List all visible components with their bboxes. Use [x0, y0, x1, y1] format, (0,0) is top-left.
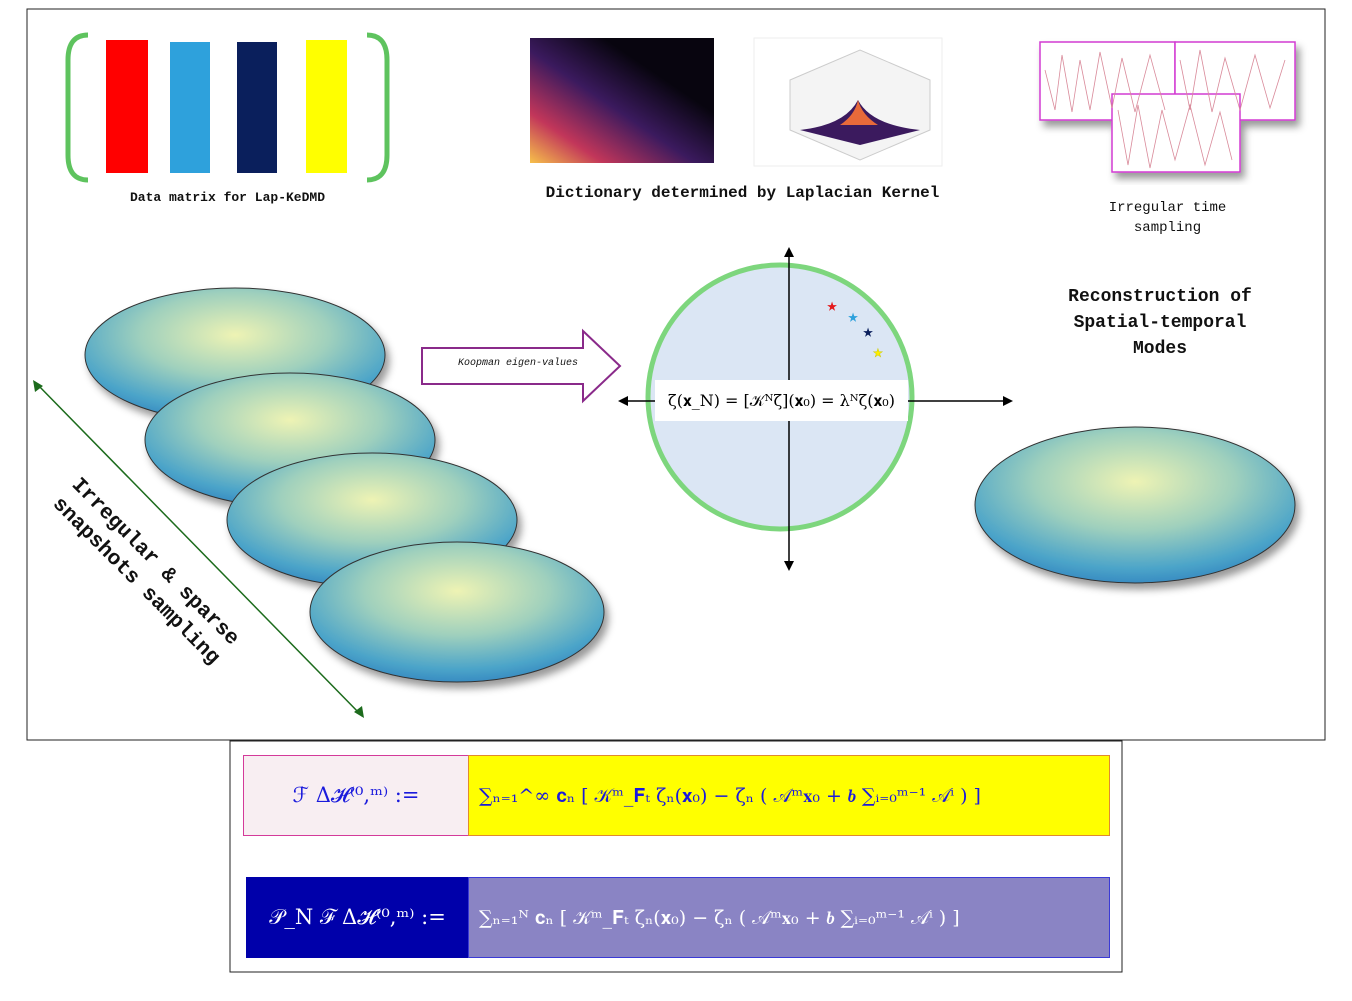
- matrix-column: [237, 42, 277, 173]
- caption: Data matrix for Lap-KeDMD: [129, 190, 326, 205]
- diagonal-arrow: [34, 381, 363, 717]
- koopman-arrow: [421, 328, 622, 404]
- bracket: [65, 32, 89, 183]
- eigen-equation: ζ(𝐱_N) = [𝒦ᴺζ](𝐱₀) = λᴺζ(𝐱₀): [668, 390, 895, 410]
- equation-box: [655, 380, 908, 421]
- formula-lhs: ℱ Δ𝓗⁽⁰,ᵐ⁾ :=: [243, 755, 469, 836]
- eigen-star: ★: [863, 323, 874, 343]
- matrix-column: [106, 40, 148, 173]
- map: [974, 426, 1296, 584]
- heatmap: [530, 38, 714, 163]
- caption: Dictionary determined by Laplacian Kerne…: [545, 184, 940, 202]
- bracket: [366, 32, 390, 183]
- snapshot-maps: [84, 287, 1296, 683]
- sampling-trace: [1044, 49, 1286, 169]
- formula-lhs: 𝒫_N ℱ Δ𝓗⁽⁰,ᵐ⁾ :=: [246, 877, 469, 958]
- map: [309, 541, 605, 683]
- caption: Reconstruction of Spatial-temporal Modes: [1068, 287, 1252, 359]
- top-frame: [26, 8, 1326, 741]
- formula-rhs: ∑ₙ₌₁ᴺ 𝐜ₙ [ 𝒦ᵐ_𝐅ₜ ζₙ(𝐱₀) − ζₙ ( 𝒜ᵐ𝐱₀ + 𝒃 …: [468, 877, 1110, 958]
- arrow-label: Koopman eigen-values: [457, 358, 579, 369]
- eigen-star: ★: [873, 344, 883, 362]
- caption: Irregular time sampling: [1108, 200, 1227, 236]
- surface-peak: [840, 100, 878, 125]
- matrix-column: [306, 40, 347, 173]
- eigen-star: ★: [848, 308, 859, 328]
- eigen-star: ★: [827, 297, 838, 317]
- matrix-column: [170, 42, 210, 173]
- formula-rhs: ∑ₙ₌₁^∞ 𝐜ₙ [ 𝒦ᵐ_𝐅ₜ ζₙ(𝐱₀) − ζₙ ( 𝒜ᵐ𝐱₀ + 𝒃…: [468, 755, 1110, 836]
- sampling-panel: [1111, 93, 1241, 173]
